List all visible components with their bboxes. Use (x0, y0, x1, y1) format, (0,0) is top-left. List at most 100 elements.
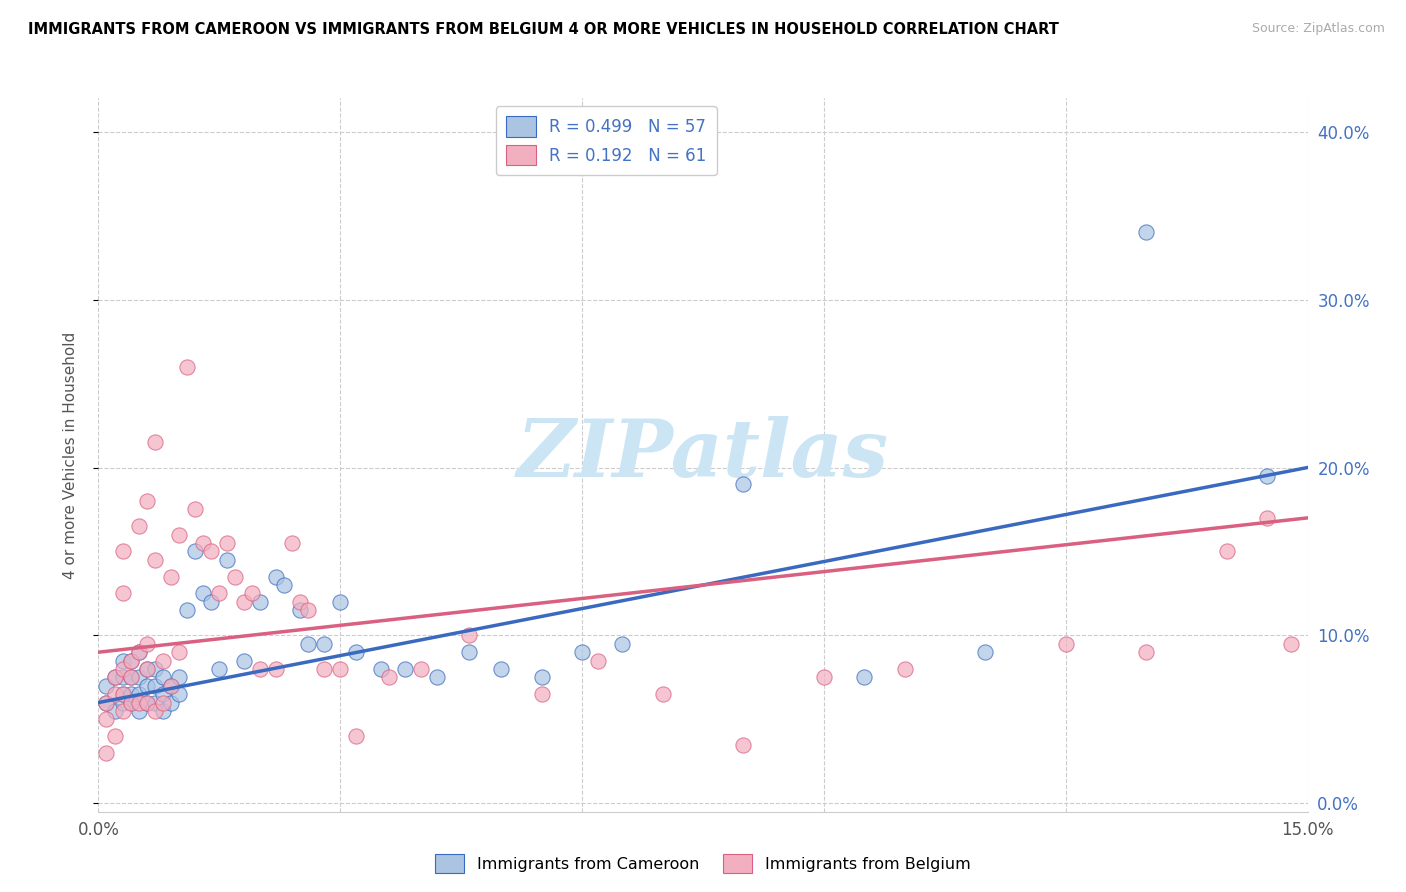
Point (152, 704, 174, 718)
Point (96, 746, 118, 760)
Point (120, 696, 142, 710)
Point (200, 544, 222, 558)
Y-axis label: 4 or more Vehicles in Household: 4 or more Vehicles in Household (63, 331, 77, 579)
Point (152, 696, 174, 710)
Point (120, 670, 142, 684)
Point (571, 645, 593, 659)
Point (586, 654, 609, 668)
Point (240, 586, 263, 600)
Point (111, 662, 134, 676)
Point (135, 696, 157, 710)
Point (103, 729, 125, 743)
Point (193, 536, 215, 550)
Point (370, 662, 392, 676)
Point (152, 654, 174, 668)
Point (224, 569, 246, 583)
Point (128, 670, 150, 684)
Point (135, 679, 157, 693)
Point (458, 645, 481, 659)
Point (1281, 637, 1303, 651)
Point (176, 359, 198, 374)
Point (96, 679, 118, 693)
Legend: R = 0.499   N = 57, R = 0.192   N = 61: R = 0.499 N = 57, R = 0.192 N = 61 (496, 106, 717, 176)
Point (491, 662, 513, 676)
Point (120, 687, 142, 701)
Point (530, 687, 553, 701)
Point (273, 578, 295, 592)
Point (329, 662, 352, 676)
Point (160, 679, 183, 693)
Point (111, 687, 134, 701)
Point (96, 712, 118, 726)
Point (1135, 226, 1157, 240)
Point (409, 662, 432, 676)
Point (813, 670, 835, 684)
Point (167, 527, 190, 541)
Point (329, 595, 352, 609)
Text: Source: ZipAtlas.com: Source: ZipAtlas.com (1251, 22, 1385, 36)
Point (208, 586, 231, 600)
Point (103, 670, 125, 684)
Point (120, 670, 142, 684)
Point (288, 603, 311, 617)
Point (733, 477, 755, 491)
Point (193, 586, 215, 600)
Point (96, 696, 118, 710)
Point (184, 544, 207, 558)
Point (143, 553, 166, 567)
Point (377, 670, 399, 684)
Point (128, 696, 150, 710)
Point (111, 586, 134, 600)
Point (128, 704, 150, 718)
Text: ZIPatlas: ZIPatlas (517, 417, 889, 493)
Point (135, 696, 157, 710)
Point (344, 645, 367, 659)
Point (288, 595, 311, 609)
Point (135, 662, 157, 676)
Point (1216, 544, 1239, 558)
Point (152, 687, 174, 701)
Point (733, 738, 755, 752)
Point (217, 536, 239, 550)
Point (135, 637, 157, 651)
Point (120, 654, 142, 668)
Point (103, 687, 125, 701)
Point (96, 696, 118, 710)
Point (103, 670, 125, 684)
Point (111, 670, 134, 684)
Point (128, 645, 150, 659)
Point (128, 687, 150, 701)
Point (426, 670, 449, 684)
Point (394, 662, 416, 676)
Point (160, 696, 183, 710)
Point (200, 595, 222, 609)
Point (1256, 469, 1278, 483)
Point (128, 645, 150, 659)
Point (264, 569, 287, 583)
Point (232, 654, 254, 668)
Point (530, 670, 553, 684)
Point (853, 670, 876, 684)
Point (297, 603, 319, 617)
Point (893, 662, 915, 676)
Point (143, 435, 166, 450)
Point (281, 536, 304, 550)
Point (111, 687, 134, 701)
Point (143, 679, 166, 693)
Point (128, 519, 150, 533)
Point (1256, 511, 1278, 525)
Point (143, 662, 166, 676)
Legend: Immigrants from Cameroon, Immigrants from Belgium: Immigrants from Cameroon, Immigrants fro… (429, 847, 977, 880)
Point (314, 637, 336, 651)
Point (264, 662, 287, 676)
Point (111, 704, 134, 718)
Point (458, 628, 481, 642)
Point (160, 679, 183, 693)
Point (232, 595, 254, 609)
Point (1054, 637, 1077, 651)
Point (160, 569, 183, 583)
Point (297, 637, 319, 651)
Point (217, 553, 239, 567)
Point (208, 662, 231, 676)
Point (103, 704, 125, 718)
